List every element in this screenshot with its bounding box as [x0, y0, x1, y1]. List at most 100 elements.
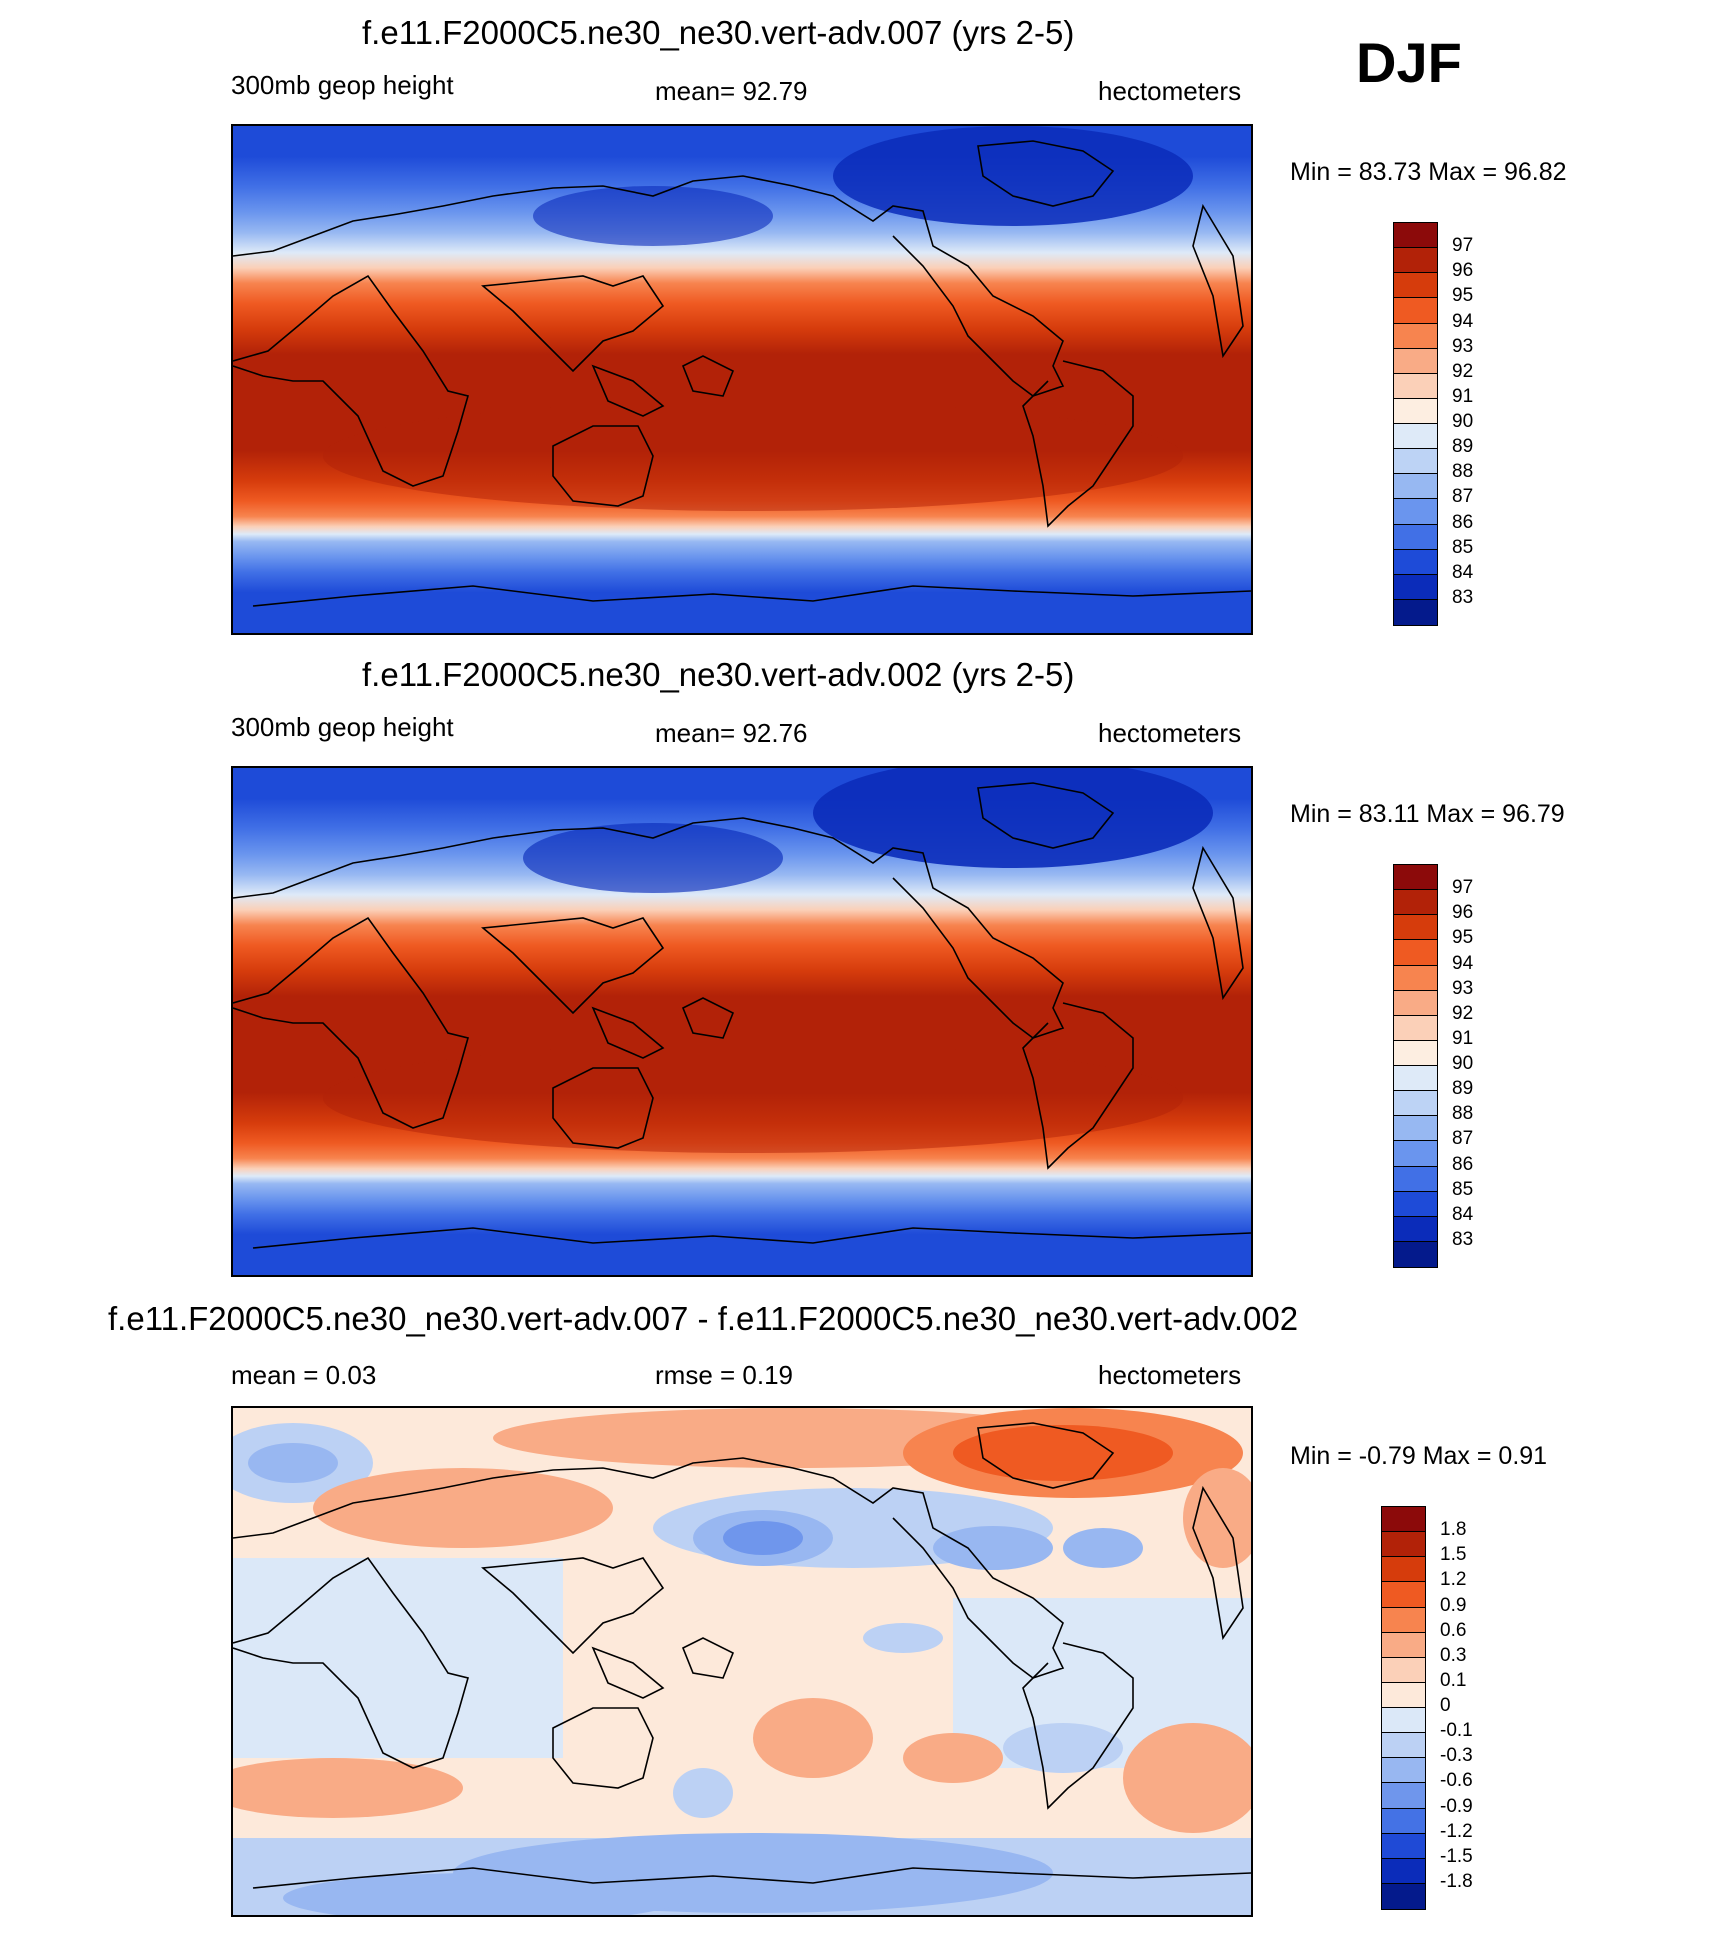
colorbar-swatch: [1382, 1582, 1425, 1608]
colorbar-swatch: [1382, 1632, 1425, 1658]
colorbar-level-label: 94: [1452, 310, 1474, 332]
colorbar-level-label: 83: [1452, 1228, 1474, 1250]
colorbar-level-label: 85: [1452, 536, 1474, 558]
colorbar-level-label: 0.1: [1440, 1669, 1467, 1691]
colorbar-swatch: [1394, 398, 1437, 424]
colorbar-swatch: [1394, 424, 1437, 450]
colorbar-swatch: [1394, 323, 1437, 349]
colorbar-level-label: 88: [1452, 461, 1474, 483]
panel-2-units-label: hectometers: [1098, 718, 1242, 748]
colorbar-level-label: 1.2: [1440, 1569, 1467, 1591]
panel-1-map: [231, 124, 1253, 635]
colorbar-swatch: [1382, 1883, 1425, 1909]
colorbar-swatch: [1394, 549, 1437, 575]
colorbar-level-label: 92: [1452, 1002, 1474, 1024]
colorbar-swatch: [1382, 1808, 1425, 1834]
colorbar-swatch: [1394, 990, 1437, 1016]
colorbar-level-label: 86: [1452, 1153, 1474, 1175]
panel-1-colorbar: [1393, 222, 1438, 626]
panel-3-mean-label: mean = 0.03: [231, 1360, 377, 1390]
colorbar-swatch: [1394, 1191, 1437, 1217]
colorbar-swatch: [1382, 1833, 1425, 1859]
colorbar-swatch: [1394, 599, 1437, 625]
colorbar-swatch: [1394, 1116, 1437, 1142]
colorbar-swatch: [1394, 1216, 1437, 1242]
colorbar-level-label: 96: [1452, 260, 1474, 282]
colorbar-level-label: 85: [1452, 1178, 1474, 1200]
colorbar-swatch: [1382, 1858, 1425, 1884]
colorbar-level-label: -0.1: [1440, 1720, 1473, 1742]
colorbar-level-label: -0.9: [1440, 1795, 1473, 1817]
colorbar-swatch: [1394, 1141, 1437, 1167]
colorbar-swatch: [1382, 1557, 1425, 1583]
colorbar-swatch: [1382, 1708, 1425, 1734]
colorbar-level-label: -1.8: [1440, 1870, 1473, 1892]
panel-3-colorbar: [1381, 1506, 1426, 1910]
colorbar-swatch: [1394, 1091, 1437, 1117]
colorbar-level-label: 95: [1452, 285, 1474, 307]
panel-2-minmax-label: Min = 83.11 Max = 96.79: [1290, 800, 1565, 828]
colorbar-swatch: [1394, 865, 1437, 891]
panel-1-units-label: hectometers: [1098, 76, 1242, 106]
colorbar-level-label: 0.6: [1440, 1619, 1467, 1641]
panel-2-colorbar: [1393, 864, 1438, 1268]
colorbar-level-label: 97: [1452, 235, 1474, 257]
colorbar-level-label: 91: [1452, 385, 1474, 407]
colorbar-level-label: 94: [1452, 952, 1474, 974]
colorbar-level-label: 90: [1452, 411, 1474, 432]
colorbar-level-label: 83: [1452, 586, 1474, 608]
colorbar-swatch: [1394, 915, 1437, 941]
colorbar-level-label: -0.6: [1440, 1770, 1473, 1792]
season-label: DJF: [1356, 31, 1462, 94]
panel-1-minmax-label: Min = 83.73 Max = 96.82: [1290, 158, 1567, 186]
colorbar-swatch: [1394, 1066, 1437, 1092]
colorbar-level-label: -1.2: [1440, 1820, 1473, 1842]
colorbar-level-label: 95: [1452, 927, 1474, 949]
colorbar-swatch: [1394, 248, 1437, 274]
colorbar-swatch: [1382, 1657, 1425, 1683]
colorbar-swatch: [1394, 1241, 1437, 1267]
panel-1-variable-label: 300mb geop height: [231, 70, 454, 100]
colorbar-level-label: 89: [1452, 1078, 1474, 1100]
colorbar-level-label: 89: [1452, 436, 1474, 458]
colorbar-swatch: [1394, 273, 1437, 299]
panel-1-title: f.e11.F2000C5.ne30_ne30.vert-adv.007 (yr…: [362, 14, 1075, 51]
colorbar-swatch: [1394, 1166, 1437, 1192]
panel-2-title: f.e11.F2000C5.ne30_ne30.vert-adv.002 (yr…: [362, 656, 1075, 693]
colorbar-level-label: 97: [1452, 877, 1474, 899]
colorbar-level-label: 84: [1452, 561, 1474, 583]
colorbar-level-label: 1.8: [1440, 1519, 1467, 1541]
colorbar-level-label: -0.3: [1440, 1745, 1473, 1767]
colorbar-level-label: 88: [1452, 1103, 1474, 1125]
colorbar-swatch: [1394, 524, 1437, 550]
colorbar-swatch: [1394, 965, 1437, 991]
colorbar-swatch: [1394, 373, 1437, 399]
colorbar-level-label: 96: [1452, 902, 1474, 924]
colorbar-level-label: 91: [1452, 1027, 1474, 1049]
panel-1-field: [233, 126, 1251, 633]
colorbar-swatch: [1394, 499, 1437, 525]
colorbar-level-label: 90: [1452, 1053, 1474, 1074]
colorbar-swatch: [1382, 1783, 1425, 1809]
colorbar-swatch: [1382, 1733, 1425, 1759]
panel-3-units-label: hectometers: [1098, 1360, 1242, 1390]
colorbar-swatch: [1394, 1015, 1437, 1041]
colorbar-level-label: 93: [1452, 977, 1474, 999]
colorbar-swatch: [1394, 474, 1437, 500]
colorbar-swatch: [1382, 1532, 1425, 1558]
colorbar-level-label: 92: [1452, 360, 1474, 382]
colorbar-swatch: [1394, 574, 1437, 600]
colorbar-swatch: [1382, 1682, 1425, 1708]
colorbar-swatch: [1394, 223, 1437, 249]
colorbar-level-label: 0: [1440, 1695, 1451, 1716]
colorbar-swatch: [1394, 1040, 1437, 1066]
colorbar-level-label: 1.5: [1440, 1544, 1467, 1566]
colorbar-swatch: [1394, 890, 1437, 916]
colorbar-swatch: [1394, 298, 1437, 324]
colorbar-level-label: 84: [1452, 1203, 1474, 1225]
panel-1-mean-label: mean= 92.79: [655, 76, 808, 106]
colorbar-swatch: [1382, 1758, 1425, 1784]
panel-2-variable-label: 300mb geop height: [231, 712, 454, 742]
panel-2-mean-label: mean= 92.76: [655, 718, 808, 748]
colorbar-level-label: 0.9: [1440, 1594, 1467, 1616]
